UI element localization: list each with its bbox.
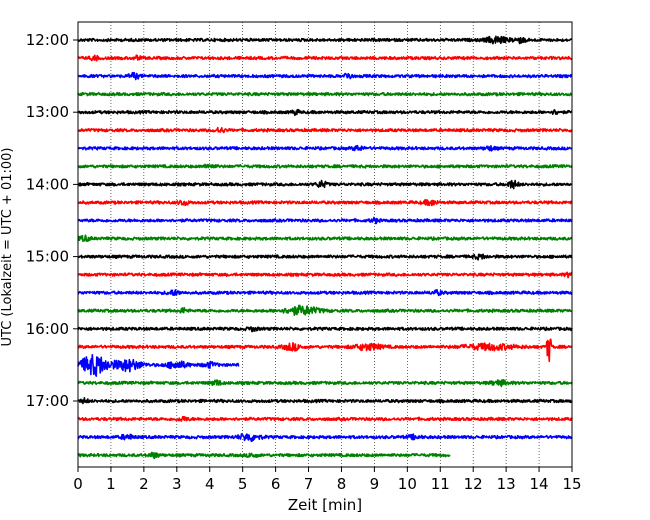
x-tick-label: 14	[530, 475, 549, 493]
y-tick-label: 14:00	[26, 175, 69, 193]
trace-line	[77, 338, 573, 363]
trace-line	[77, 216, 573, 225]
trace-line	[77, 54, 573, 62]
trace-line	[77, 199, 573, 207]
trace-line	[77, 326, 573, 333]
x-tick-label: 2	[139, 475, 149, 493]
trace-line	[77, 91, 573, 97]
x-tick-label: 8	[337, 475, 347, 493]
trace-line	[77, 163, 573, 169]
traces	[77, 35, 573, 460]
x-tick-label: 10	[398, 475, 417, 493]
y-tick-label: 16:00	[26, 320, 69, 338]
x-tick-label: 0	[73, 475, 83, 493]
x-tick-label: 3	[172, 475, 182, 493]
trace-line	[77, 108, 573, 117]
x-tick-label: 13	[497, 475, 516, 493]
x-tick-label: 6	[271, 475, 281, 493]
trace-line	[77, 433, 573, 443]
x-tick-label: 12	[464, 475, 483, 493]
trace-line	[77, 397, 573, 405]
x-axis-ticks: 0 1 2 3 4 5 6 7 8 9 10 11 12 13 14 15	[73, 467, 582, 493]
y-tick-label: 12:00	[26, 31, 69, 49]
y-axis-label: UTC (Lokalzeit = UTC + 01:00)	[0, 148, 15, 347]
x-tick-label: 4	[205, 475, 215, 493]
x-axis-label: Zeit [min]	[288, 496, 362, 514]
x-tick-label: 5	[238, 475, 248, 493]
trace-line	[77, 304, 573, 317]
y-tick-label: 15:00	[26, 248, 69, 266]
vertical-grid	[110, 22, 540, 467]
trace-line	[77, 271, 573, 279]
trace-line	[77, 144, 573, 152]
trace-line	[77, 289, 573, 297]
x-tick-label: 7	[304, 475, 314, 493]
trace-line	[77, 234, 573, 243]
trace-line	[77, 451, 451, 460]
trace-line	[77, 179, 573, 190]
trace-line	[77, 378, 573, 388]
trace-line	[77, 35, 573, 45]
x-tick-label: 1	[106, 475, 116, 493]
y-tick-label: 13:00	[26, 103, 69, 121]
x-tick-label: 9	[370, 475, 380, 493]
trace-line	[77, 71, 573, 81]
plot-frame	[77, 21, 573, 468]
x-tick-label: 11	[431, 475, 450, 493]
trace-line	[77, 415, 573, 422]
trace-line	[77, 126, 573, 134]
x-tick-label: 15	[562, 475, 581, 493]
trace-line	[77, 353, 240, 377]
y-tick-label: 17:00	[26, 392, 69, 410]
trace-line	[77, 253, 573, 261]
y-axis-ticks: 12:00 13:00 14:00 15:00 16:00 17:00	[26, 31, 78, 410]
